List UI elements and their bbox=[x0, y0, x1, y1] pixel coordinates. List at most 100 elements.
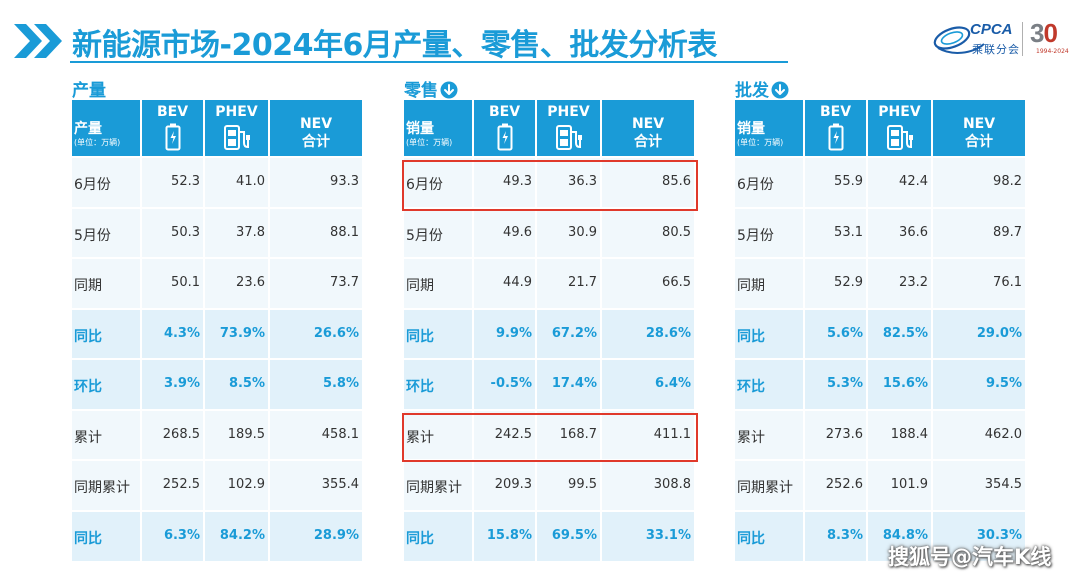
header-bev-label: BEV bbox=[819, 104, 852, 120]
column-divider bbox=[472, 207, 474, 258]
row-divider bbox=[735, 459, 1025, 461]
header-nev-label: NEV bbox=[631, 116, 665, 132]
table-cell-value: 3.9% bbox=[163, 376, 200, 391]
table-cell-value: 99.5 bbox=[568, 477, 597, 492]
brand-cpca-text: CPCA bbox=[970, 21, 1013, 38]
column-divider bbox=[600, 308, 602, 359]
table-cell-value: 52.3 bbox=[171, 174, 200, 189]
charging-plug-icon bbox=[555, 125, 582, 150]
header-nev-label: NEV bbox=[962, 116, 996, 132]
header-cell-phev: PHEV bbox=[537, 100, 600, 157]
row-divider bbox=[72, 156, 362, 158]
table-header-row: 销量 (单位：万辆) BEV PHEV NEV 合计 bbox=[404, 100, 694, 157]
column-divider bbox=[535, 409, 537, 460]
brand-30-digit-0: 0 bbox=[1043, 18, 1058, 48]
column-divider bbox=[803, 460, 805, 511]
row-label: 5月份 bbox=[406, 227, 443, 244]
table-cell-value: 84.2% bbox=[219, 527, 265, 543]
column-divider bbox=[140, 207, 142, 258]
table-cell-value: 9.5% bbox=[985, 376, 1022, 391]
column-divider bbox=[203, 359, 205, 410]
table-cell-value: 411.1 bbox=[653, 426, 691, 442]
table-cell-value: 209.3 bbox=[494, 477, 532, 492]
table-header-row: 销量 (单位：万辆) BEV PHEV NEV 合计 bbox=[735, 100, 1025, 157]
retail-section-label: 零售 bbox=[404, 76, 458, 101]
column-divider bbox=[268, 308, 270, 359]
brand-logo: CPCA 乘联分会 30 1994-2024 bbox=[932, 18, 1070, 60]
column-divider bbox=[931, 460, 933, 511]
header-cell-phev: PHEV bbox=[205, 100, 268, 157]
table-cell-value: 273.6 bbox=[825, 426, 863, 442]
row-divider bbox=[72, 206, 362, 209]
charging-plug-icon bbox=[223, 125, 250, 150]
table-cell-value: 44.9 bbox=[503, 275, 532, 290]
column-divider bbox=[472, 409, 474, 460]
column-divider bbox=[866, 258, 868, 309]
column-divider bbox=[931, 308, 933, 359]
column-divider bbox=[268, 258, 270, 309]
table-cell-value: 85.6 bbox=[662, 174, 691, 189]
column-divider bbox=[140, 510, 142, 561]
table-cell-value: 80.5 bbox=[662, 224, 691, 240]
table-cell-value: 66.5 bbox=[662, 275, 691, 290]
table-row: 环比 5.3% 15.6% 9.5% bbox=[735, 359, 1025, 410]
table-cell-value: 462.0 bbox=[984, 426, 1022, 442]
table-cell-value: 82.5% bbox=[882, 325, 928, 341]
table-row: 同比 15.8% 69.5% 33.1% bbox=[404, 510, 694, 561]
down-arrow-icon bbox=[771, 81, 789, 99]
table-cell-value: 23.2 bbox=[899, 275, 928, 290]
row-label: 累计 bbox=[74, 429, 102, 446]
table-row: 同期累计 252.6 101.9 354.5 bbox=[735, 460, 1025, 511]
table-cell-value: -0.5% bbox=[490, 376, 532, 391]
header-cell-metric: 产量 (单位：万辆) bbox=[72, 100, 140, 157]
table-cell-value: 69.5% bbox=[551, 527, 597, 543]
table-cell-value: 6.3% bbox=[163, 527, 200, 543]
brand-separator bbox=[1022, 22, 1023, 56]
header-phev-label: PHEV bbox=[878, 104, 921, 120]
table-cell-value: 101.9 bbox=[890, 477, 928, 492]
row-divider bbox=[735, 358, 1025, 360]
column-divider bbox=[140, 308, 142, 359]
column-divider bbox=[803, 258, 805, 309]
column-divider bbox=[472, 157, 474, 208]
column-divider bbox=[866, 510, 868, 561]
column-divider bbox=[140, 157, 142, 208]
table-cell-value: 188.4 bbox=[890, 426, 928, 442]
table-cell-value: 242.5 bbox=[494, 426, 532, 442]
table-cell-value: 52.9 bbox=[834, 275, 863, 290]
table-cell-value: 28.6% bbox=[645, 325, 691, 341]
row-label: 同比 bbox=[406, 530, 434, 547]
table-cell-value: 8.3% bbox=[826, 527, 863, 543]
table-cell-value: 6.4% bbox=[654, 376, 691, 391]
row-label: 环比 bbox=[406, 379, 434, 395]
row-label: 5月份 bbox=[74, 227, 111, 244]
table-row: 同期累计 252.5 102.9 355.4 bbox=[72, 460, 362, 511]
header-cell-nev: NEV 合计 bbox=[933, 100, 1025, 157]
table-cell-value: 21.7 bbox=[568, 275, 597, 290]
column-divider bbox=[472, 359, 474, 410]
row-label: 同比 bbox=[737, 328, 765, 345]
retail-table: 销量 (单位：万辆) BEV PHEV NEV 合计 6月份 49.3 36.3 85.6 5月份 4… bbox=[404, 100, 694, 561]
column-divider bbox=[931, 510, 933, 561]
brand-cn-text: 乘联分会 bbox=[972, 43, 1020, 56]
table-cell-value: 49.6 bbox=[503, 224, 532, 240]
highlight-box-june-retail bbox=[402, 160, 698, 211]
chevron-right-icon bbox=[14, 24, 62, 58]
table-cell-value: 355.4 bbox=[321, 477, 359, 492]
header-cell-metric: 销量 (单位：万辆) bbox=[735, 100, 803, 157]
column-divider bbox=[140, 460, 142, 511]
header-cell-nev: NEV 合计 bbox=[602, 100, 694, 157]
table-cell-value: 15.6% bbox=[882, 376, 928, 391]
page-title: 新能源市场-2024年6月产量、零售、批发分析表 bbox=[72, 28, 717, 63]
table-cell-value: 28.9% bbox=[313, 527, 359, 543]
table-cell-value: 17.4% bbox=[551, 376, 597, 391]
table-row: 累计 268.5 189.5 458.1 bbox=[72, 409, 362, 460]
table-cell-value: 93.3 bbox=[330, 174, 359, 189]
table-cell-value: 189.5 bbox=[227, 426, 265, 442]
battery-icon bbox=[497, 123, 512, 151]
column-divider bbox=[140, 409, 142, 460]
header-metric-label: 产量 bbox=[74, 121, 102, 137]
row-divider bbox=[72, 509, 362, 512]
column-divider bbox=[203, 258, 205, 309]
header-phev-label: PHEV bbox=[547, 104, 590, 120]
